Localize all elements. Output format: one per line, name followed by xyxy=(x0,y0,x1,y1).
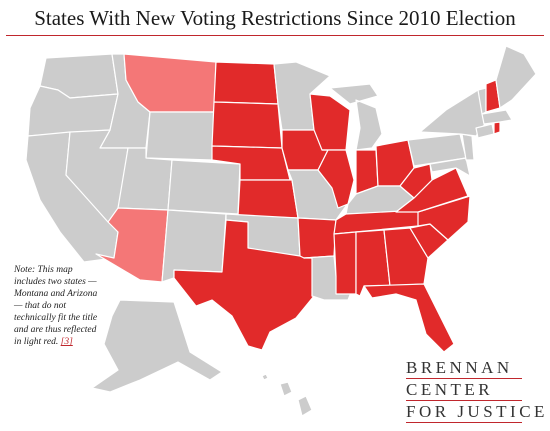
state-AR xyxy=(297,217,337,259)
logo-line-3: FOR JUSTICE xyxy=(406,402,548,421)
logo-line-2: CENTER xyxy=(406,380,494,399)
logo-rule-1 xyxy=(406,378,522,379)
state-RI xyxy=(493,121,501,135)
state-MS xyxy=(333,231,357,295)
logo-line-1: BRENNAN xyxy=(406,358,513,377)
state-HI xyxy=(261,373,313,417)
state-WY xyxy=(145,111,215,161)
logo-rule-2 xyxy=(406,400,522,401)
note-text: Note: This map includes two states — Mon… xyxy=(14,265,98,347)
logo-rule-3 xyxy=(406,422,522,423)
state-NC xyxy=(417,195,471,241)
map-note: Note: This map includes two states — Mon… xyxy=(14,264,100,348)
state-MA xyxy=(481,109,513,125)
state-GA xyxy=(383,227,429,287)
state-ND xyxy=(213,61,279,105)
state-ME xyxy=(495,45,537,109)
state-TX xyxy=(173,219,315,351)
state-SD xyxy=(211,101,283,149)
state-KS xyxy=(237,179,299,219)
us-map xyxy=(25,45,537,417)
state-FL xyxy=(363,283,455,353)
state-MD xyxy=(429,157,471,177)
state-AK xyxy=(91,299,223,393)
title-divider xyxy=(6,35,544,36)
map-title: States With New Voting Restrictions Sinc… xyxy=(34,6,516,30)
state-MI xyxy=(329,83,383,151)
state-WV xyxy=(399,163,433,199)
brennan-center-logo: BRENNAN CENTER FOR JUSTICE xyxy=(406,358,548,424)
state-CO xyxy=(167,159,241,215)
footnote-link[interactable]: [3] xyxy=(60,337,73,347)
state-IL xyxy=(317,149,355,209)
